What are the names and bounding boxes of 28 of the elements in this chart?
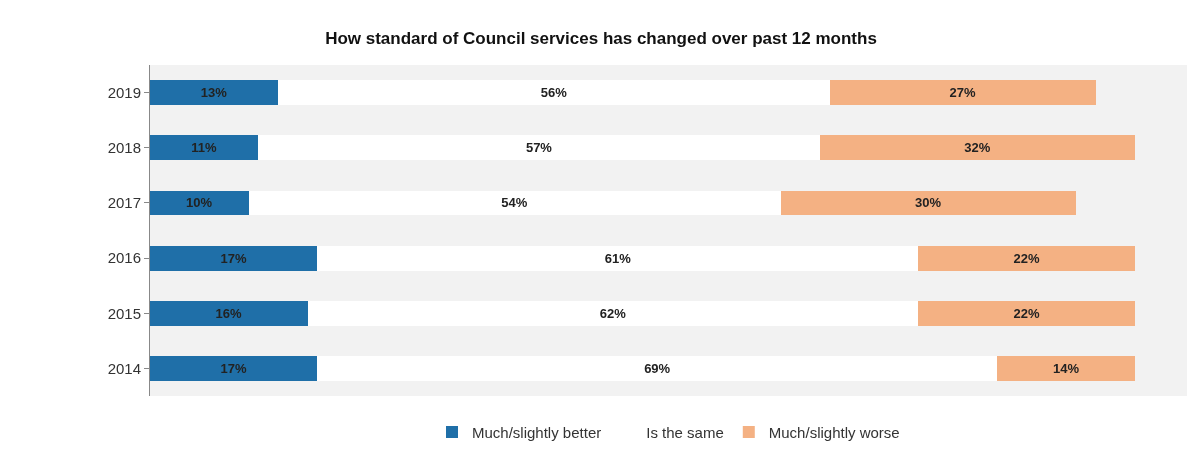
y-tick-label: 2014	[107, 359, 141, 377]
data-label: 13%	[200, 85, 228, 101]
data-label: 62%	[599, 305, 627, 321]
data-label: 11%	[191, 140, 218, 156]
chart-title: How standard of Council services has changed over past 12 months	[325, 29, 877, 49]
data-label: 22%	[1013, 305, 1041, 321]
legend-label: Much/slightly worse	[768, 423, 900, 441]
y-tick-label: 2019	[107, 83, 141, 101]
y-tick-label: 2016	[107, 249, 141, 267]
data-label: 54%	[501, 195, 528, 211]
data-label: 16%	[215, 305, 243, 321]
data-label: 17%	[220, 360, 247, 376]
data-label: 56%	[540, 85, 568, 101]
data-label: 22%	[1013, 250, 1041, 266]
data-label: 69%	[644, 360, 671, 376]
data-label: 27%	[949, 85, 976, 101]
data-label: 30%	[915, 195, 942, 211]
data-label: 61%	[604, 250, 632, 266]
data-label: 10%	[186, 195, 213, 211]
data-label: 32%	[964, 140, 991, 156]
text: Is the same	[646, 423, 724, 441]
y-tick-label: 2015	[107, 304, 141, 322]
y-tick-label: 2017	[107, 194, 141, 212]
y-tick-label: 2018	[107, 139, 141, 156]
data-label: 14%	[1052, 360, 1080, 376]
legend-label: Much/slightly better	[472, 423, 602, 441]
data-label: 17%	[220, 250, 247, 266]
data-label: 57%	[525, 140, 553, 156]
